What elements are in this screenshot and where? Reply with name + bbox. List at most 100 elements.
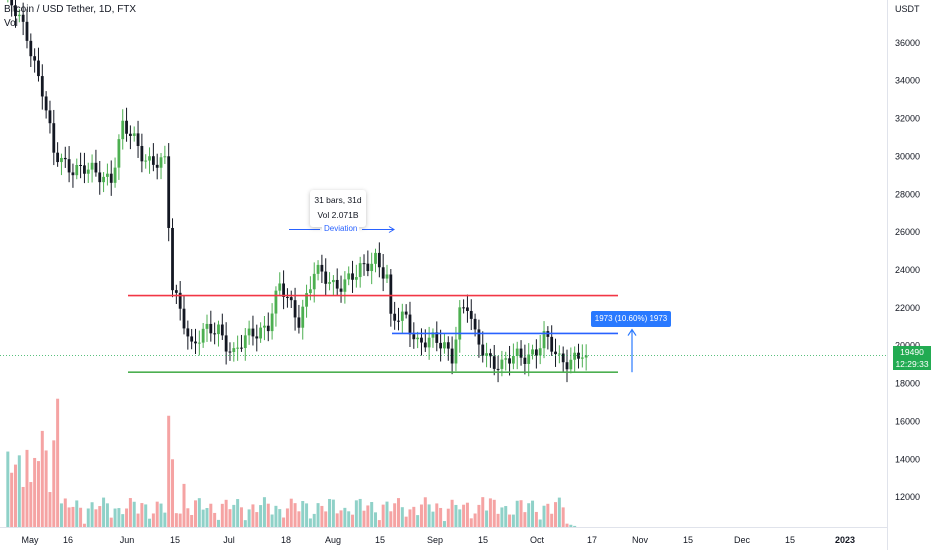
volume-bar (105, 503, 109, 527)
candle-body (86, 169, 90, 174)
volume-bar (308, 518, 312, 527)
candle-body (331, 279, 335, 283)
candle-body (29, 40, 33, 57)
volume-bar (285, 508, 289, 527)
symbol-title[interactable]: Bitcoin / USD Tether, 1D, FTX (4, 4, 137, 15)
candle-body (458, 307, 462, 340)
volume-bar (354, 500, 358, 527)
candle-body (542, 331, 546, 349)
volume-bar (450, 499, 454, 527)
volume-bar (404, 516, 408, 527)
candle-body (381, 267, 385, 279)
candle-body (278, 283, 282, 291)
volume-bar (178, 513, 182, 527)
time-tick-label: Jun (120, 535, 135, 545)
candle-body (205, 323, 209, 329)
price-axis: 12000 14000 16000 18000 20000 22000 24000 26000… (895, 38, 920, 502)
time-tick-label: 15 (170, 535, 180, 545)
volume-bar (113, 508, 117, 527)
volume-bar (366, 505, 370, 527)
candle-body (347, 273, 351, 280)
candle-body (171, 227, 174, 291)
price-tick-label: 28000 (895, 189, 920, 199)
price-tick-label: 32000 (895, 114, 920, 124)
volume-bar (446, 508, 450, 527)
candle-body (67, 159, 71, 173)
candle-body (400, 311, 404, 321)
volume-bar (538, 519, 542, 527)
volume-bar (94, 509, 98, 527)
candle-body (79, 165, 82, 167)
candle-body (469, 310, 473, 319)
candle-body (309, 289, 312, 294)
candle-body (435, 332, 439, 343)
candle-body (462, 307, 465, 309)
volume-bar (458, 509, 462, 527)
volume-bar (546, 503, 550, 527)
candle-body (454, 339, 458, 364)
volume-bar (511, 514, 515, 527)
volume-bar (343, 507, 347, 527)
volume-bar (255, 512, 259, 527)
candle-body (293, 300, 297, 318)
candle-body (40, 76, 44, 97)
candle-body (48, 110, 52, 124)
volume-bar (201, 509, 205, 527)
candle-body (217, 324, 220, 335)
candle-body (140, 145, 144, 162)
volume-bar (416, 515, 420, 527)
volume-bar (523, 512, 527, 527)
volume-bar (182, 483, 186, 527)
volume-bar (312, 513, 316, 527)
volume-bar (136, 513, 140, 527)
time-tick-label: Jul (223, 535, 235, 545)
candle-body (554, 351, 557, 355)
candle-body (358, 263, 362, 278)
candle-body (377, 252, 381, 268)
volume-bar (36, 461, 40, 527)
volume-bar (243, 520, 247, 527)
candle-body (316, 264, 320, 274)
candle-body (370, 263, 374, 272)
candle-body (266, 325, 270, 332)
candle-body (121, 120, 125, 140)
candle-body (351, 273, 354, 280)
candle-body (389, 274, 393, 314)
volume-bar (454, 504, 458, 527)
candle-body (71, 172, 75, 176)
candle-body (14, 5, 17, 17)
candle-body (439, 342, 443, 349)
volume-bar (504, 506, 508, 527)
volume-bar (412, 506, 416, 527)
volume-bar (174, 513, 178, 527)
volume-bar (239, 507, 243, 527)
volume-bar (56, 398, 60, 527)
volume-bar (362, 510, 366, 527)
candle-body (148, 156, 151, 161)
candle-body (109, 173, 113, 183)
candle-body (534, 349, 538, 356)
volume-indicator-label[interactable]: Vol (4, 18, 18, 29)
candle-body (60, 157, 63, 163)
time-tick-label: Dec (734, 535, 751, 545)
candle-body (416, 337, 420, 340)
candle-body (477, 329, 481, 345)
volume-bar (33, 457, 37, 527)
volume-bar (385, 501, 389, 527)
volume-bar (534, 511, 538, 527)
candle-body (10, 0, 14, 6)
candle-body (201, 328, 205, 343)
volume-bar (232, 504, 236, 527)
candle-body (94, 162, 98, 173)
volume-bar (262, 497, 266, 527)
time-tick-label: 17 (587, 535, 597, 545)
candle-body (485, 353, 488, 356)
time-tick-label: Aug (325, 535, 341, 545)
candle-body (163, 156, 167, 158)
volume-bar (527, 503, 531, 527)
candle-body (431, 332, 435, 338)
candle-body (182, 308, 186, 329)
candle-body (167, 156, 171, 228)
volume-bar (297, 511, 301, 527)
